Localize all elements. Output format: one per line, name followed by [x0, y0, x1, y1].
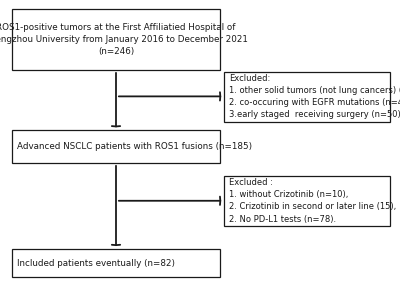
FancyBboxPatch shape [12, 249, 220, 277]
Text: Included patients eventually (n=82): Included patients eventually (n=82) [17, 259, 175, 268]
Text: Excluded :
1. without Crizotinib (n=10),
2. Crizotinib in second or later line (: Excluded : 1. without Crizotinib (n=10),… [229, 178, 396, 224]
Text: Advanced NSCLC patients with ROS1 fusions (n=185): Advanced NSCLC patients with ROS1 fusion… [17, 142, 252, 151]
Text: ROS1-positive tumors at the First Affiliatied Hospital of
Zhengzhou University f: ROS1-positive tumors at the First Affili… [0, 23, 248, 56]
Text: Excluded:
1. other solid tumors (not lung cancers) (n=7),
2. co-occuring with EG: Excluded: 1. other solid tumors (not lun… [229, 74, 400, 119]
FancyBboxPatch shape [224, 72, 390, 122]
FancyBboxPatch shape [12, 130, 220, 163]
FancyBboxPatch shape [224, 176, 390, 226]
FancyBboxPatch shape [12, 9, 220, 70]
